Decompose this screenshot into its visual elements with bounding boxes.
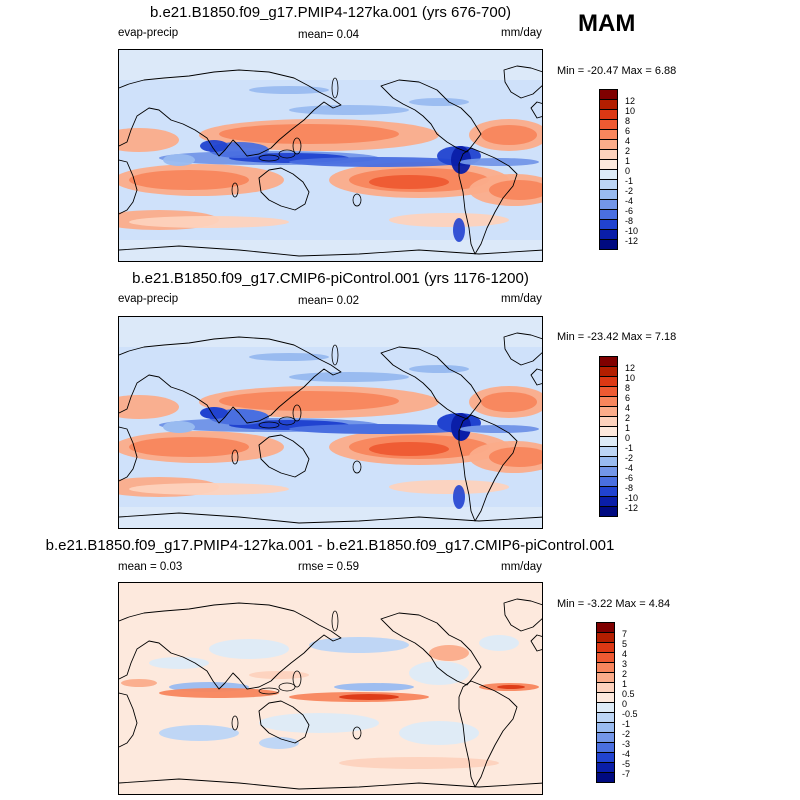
colorbar-tick-label: -1 (622, 719, 631, 729)
panel-1-variable-label: evap-precip (118, 27, 179, 39)
colorbar-tick-label: -6 (625, 206, 634, 216)
colorbar-tick-label: 8 (625, 116, 631, 126)
colorbar-tick-label: -12 (625, 236, 639, 246)
colorbar-tick-label: 4 (622, 649, 628, 659)
panel-2-title: b.e21.B1850.f09_g17.CMIP6-piControl.001 … (132, 270, 529, 287)
colorbar-tick-label: 1 (622, 679, 628, 689)
panel-1-mean: mean= 0.04 (298, 29, 360, 41)
colorbar-tick-label: -12 (625, 503, 639, 513)
colorbar-tick-label: 7 (622, 629, 628, 639)
colorbar-tick-label: 12 (625, 96, 636, 106)
panel-3-colorbar: 7 5 4 3 2 1 0.5 0 -0.5 -1 -2 -3 -4 -5 -7 (596, 622, 638, 783)
colorbar-tick-label: 2 (622, 669, 628, 679)
panel-3-units: mm/day (501, 561, 542, 573)
panel-1-units: mm/day (501, 27, 542, 39)
colorbar-tick-label: -10 (625, 493, 639, 503)
colorbar-tick-label: 4 (625, 136, 631, 146)
colorbar-tick-label: -7 (622, 769, 631, 779)
panel-1-minmax: Min = -20.47 Max = 6.88 (557, 65, 677, 77)
panel-2-colorbar: 12 10 8 6 4 2 1 0 -1 -2 -4 -6 -8 -10 -12 (599, 356, 638, 517)
colorbar-tick-label: 4 (625, 403, 631, 413)
colorbar-tick-label: 1 (625, 156, 631, 166)
colorbar-tick-label: 12 (625, 363, 636, 373)
colorbar-swatch (599, 506, 618, 517)
colorbar-swatch (596, 772, 615, 783)
colorbar-tick-label: 1 (625, 423, 631, 433)
colorbar-tick-label: -8 (625, 216, 634, 226)
colorbar-tick-label: 8 (625, 383, 631, 393)
panel-2-map (118, 316, 543, 529)
panel-1-title: b.e21.B1850.f09_g17.PMIP4-127ka.001 (yrs… (149, 4, 512, 21)
panel-2-minmax: Min = -23.42 Max = 7.18 (557, 331, 677, 343)
colorbar-tick-label: 5 (622, 639, 628, 649)
colorbar-tick-label: 0 (625, 433, 631, 443)
colorbar-tick-label: -3 (622, 739, 631, 749)
panel-2-variable-label: evap-precip (118, 293, 179, 305)
colorbar-tick-label: -2 (625, 186, 634, 196)
colorbar-tick-label: -4 (622, 749, 631, 759)
colorbar-tick-label: -5 (622, 759, 631, 769)
panel-2-units: mm/day (501, 293, 542, 305)
panel-3-map (118, 582, 543, 795)
panel-2-map-field (119, 317, 542, 528)
colorbar-tick-label: -2 (622, 729, 631, 739)
colorbar-tick-label: -2 (625, 453, 634, 463)
colorbar-tick-label: 2 (625, 413, 631, 423)
panel-3-title: b.e21.B1850.f09_g17.PMIP4-127ka.001 - b.… (45, 537, 615, 554)
panel-3-rmse: rmse = 0.59 (298, 561, 360, 573)
colorbar-tick-label: -1 (625, 176, 634, 186)
panel-1-colorbar: 12 10 8 6 4 2 1 0 -1 -2 -4 -6 -8 -10 -12 (599, 89, 638, 250)
colorbar-tick-label: 10 (625, 373, 636, 383)
colorbar-tick-label: 3 (622, 659, 628, 669)
colorbar-tick-label: -4 (625, 196, 634, 206)
colorbar-tick-label: 10 (625, 106, 636, 116)
panel-3-map-field (119, 583, 542, 794)
colorbar-tick-label: 0.5 (622, 689, 635, 699)
colorbar-tick-label: 6 (625, 126, 631, 136)
colorbar-tick-label: 2 (625, 146, 631, 156)
panel-1-map-field (119, 50, 542, 261)
colorbar-tick-label: -6 (625, 473, 634, 483)
season-label: MAM (578, 10, 636, 37)
colorbar-tick-label: -1 (625, 443, 634, 453)
colorbar-tick-label: 0 (625, 166, 631, 176)
colorbar-tick-label: -4 (625, 463, 634, 473)
panel-3-mean: mean = 0.03 (118, 561, 183, 573)
colorbar-swatch (599, 239, 618, 250)
panel-1-map (118, 49, 543, 262)
colorbar-tick-label: 6 (625, 393, 631, 403)
panel-3-minmax: Min = -3.22 Max = 4.84 (557, 598, 671, 610)
colorbar-tick-label: -0.5 (622, 709, 638, 719)
panel-2-mean: mean= 0.02 (298, 295, 360, 307)
colorbar-tick-label: -8 (625, 483, 634, 493)
colorbar-tick-label: 0 (622, 699, 628, 709)
colorbar-tick-label: -10 (625, 226, 639, 236)
